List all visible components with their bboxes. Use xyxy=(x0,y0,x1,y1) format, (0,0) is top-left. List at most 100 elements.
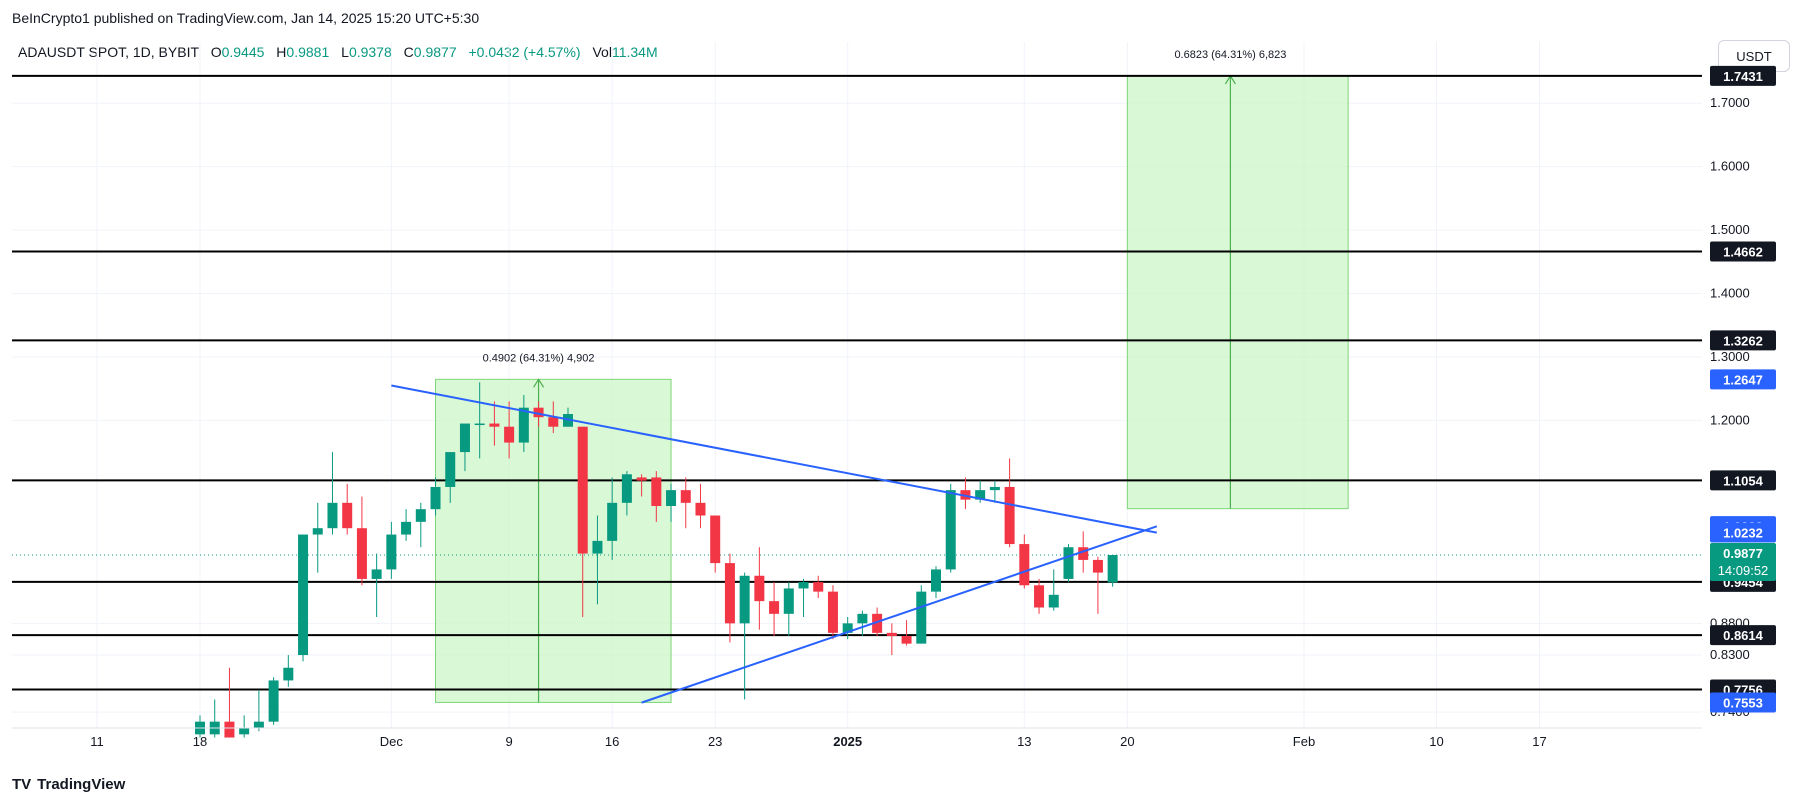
projection-label-historical: 0.4902 (64.31%) 4,902 xyxy=(483,352,595,364)
candle-body xyxy=(739,575,750,624)
tradingview-logo-icon: TV xyxy=(12,776,32,793)
price-chart[interactable]: 0.4902 (64.31%) 4,902 0.6823 (64.31%) 6,8… xyxy=(0,0,1804,760)
level-badge-bg xyxy=(1710,470,1776,491)
publisher-line: BeInCrypto1 published on TradingView.com… xyxy=(12,10,480,26)
x-tick-label: 16 xyxy=(605,734,619,749)
projection-box-historical xyxy=(435,378,672,703)
trendline-upper xyxy=(391,384,1157,534)
candle-body xyxy=(239,728,250,735)
low-value: 0.9378 xyxy=(348,44,392,60)
candle-body xyxy=(695,502,706,516)
candle-body xyxy=(813,582,824,592)
candle-body xyxy=(312,528,323,535)
candle-body xyxy=(415,509,426,522)
candle-body xyxy=(1048,594,1059,608)
candle-body xyxy=(356,528,367,579)
high-value: 0.9881 xyxy=(286,44,330,60)
candle-body xyxy=(504,426,515,443)
candle-body xyxy=(989,486,1000,491)
candle-body xyxy=(710,515,721,564)
y-tick-label: 1.6000 xyxy=(1710,159,1750,174)
candle-body xyxy=(1034,585,1045,608)
candle-body xyxy=(724,563,735,624)
candle-body xyxy=(931,569,941,592)
candle-body xyxy=(1107,555,1118,583)
volume-value: 11.34M xyxy=(611,44,658,60)
candle-body xyxy=(945,490,956,570)
trendline-badge-bg xyxy=(1710,692,1776,713)
trendline-badge: 0.7553 xyxy=(1723,695,1763,710)
projection-label-target: 0.6823 (64.31%) 6,823 xyxy=(1174,49,1286,61)
tradingview-footer[interactable]: TV TradingView xyxy=(12,776,125,793)
x-tick-label: 23 xyxy=(708,734,722,749)
y-tick-label: 1.3000 xyxy=(1710,349,1750,364)
projection-arrowhead-historical xyxy=(533,378,545,388)
symbol-name[interactable]: ADAUSDT SPOT, 1D, BYBIT xyxy=(18,44,200,60)
open-label: O xyxy=(210,44,222,60)
candle-body xyxy=(798,582,809,589)
y-tick-label: 1.4000 xyxy=(1710,286,1750,301)
countdown-label: 14:09:52 xyxy=(1718,563,1769,578)
candle-body xyxy=(901,636,912,644)
change-value: +0.0432 (+4.57%) xyxy=(468,44,581,60)
candle-body xyxy=(636,477,647,481)
candle-body xyxy=(386,534,397,570)
candle-body xyxy=(621,474,632,503)
high-label: H xyxy=(276,44,287,60)
low-label: L xyxy=(341,44,349,60)
candle-body xyxy=(857,613,868,624)
x-tick-label: 11 xyxy=(90,734,104,749)
level-badge: 1.7431 xyxy=(1723,69,1763,84)
x-tick-label: 17 xyxy=(1532,734,1546,749)
candle-body xyxy=(445,452,456,487)
level-badge: 1.3262 xyxy=(1723,333,1763,348)
candle-body xyxy=(342,502,353,529)
trendline-badge: 1.2647 xyxy=(1723,372,1763,387)
symbol-legend: ADAUSDT SPOT, 1D, BYBIT O0.9445 H0.9881 … xyxy=(18,44,666,60)
x-tick-label: 2025 xyxy=(833,734,862,749)
level-badge-bg xyxy=(1710,241,1776,262)
x-tick-label: 13 xyxy=(1017,734,1031,749)
candle-body xyxy=(975,490,986,500)
level-badge-bg xyxy=(1710,330,1776,351)
candle-body xyxy=(1078,547,1089,560)
trendline-lower xyxy=(641,525,1158,704)
x-tick-label: Feb xyxy=(1293,734,1315,749)
candle-body xyxy=(577,426,588,554)
candle-body xyxy=(1019,544,1030,586)
candle-body xyxy=(1063,547,1074,579)
trendline-badge-bg xyxy=(1710,522,1776,543)
x-tick-label: 10 xyxy=(1429,734,1443,749)
candle-body xyxy=(592,540,603,554)
candle-body xyxy=(283,667,294,681)
level-badge: 1.4662 xyxy=(1723,245,1763,260)
candle-body xyxy=(916,591,927,644)
candle-body xyxy=(533,407,544,418)
candle-body xyxy=(842,623,853,633)
level-badge: 1.1054 xyxy=(1723,473,1764,488)
trendline-badge-bg xyxy=(1710,369,1776,390)
y-tick-label: 1.2000 xyxy=(1710,412,1750,427)
open-value: 0.9445 xyxy=(221,44,265,60)
y-tick-label: 1.5000 xyxy=(1710,222,1750,237)
candle-body xyxy=(253,721,264,728)
candle-body xyxy=(459,423,470,453)
candle-body xyxy=(548,417,559,427)
current-price-badge: 0.9877 xyxy=(1723,546,1763,561)
x-tick-label: 18 xyxy=(193,734,207,749)
x-tick-label: 20 xyxy=(1120,734,1134,749)
projection-box-target xyxy=(1126,75,1349,510)
candle-body xyxy=(1004,486,1015,545)
candle-body xyxy=(518,407,529,443)
y-tick-label: 0.8300 xyxy=(1710,647,1750,662)
level-badge-bg xyxy=(1710,625,1776,646)
level-badge: 0.8614 xyxy=(1723,628,1764,643)
candle-body xyxy=(680,490,691,503)
volume-label: Vol xyxy=(592,44,612,60)
candle-body xyxy=(769,601,780,614)
candle-body xyxy=(401,521,412,535)
candle-body xyxy=(474,423,485,426)
candle-body xyxy=(489,423,500,427)
candle-body xyxy=(872,613,883,633)
close-label: C xyxy=(403,44,414,60)
